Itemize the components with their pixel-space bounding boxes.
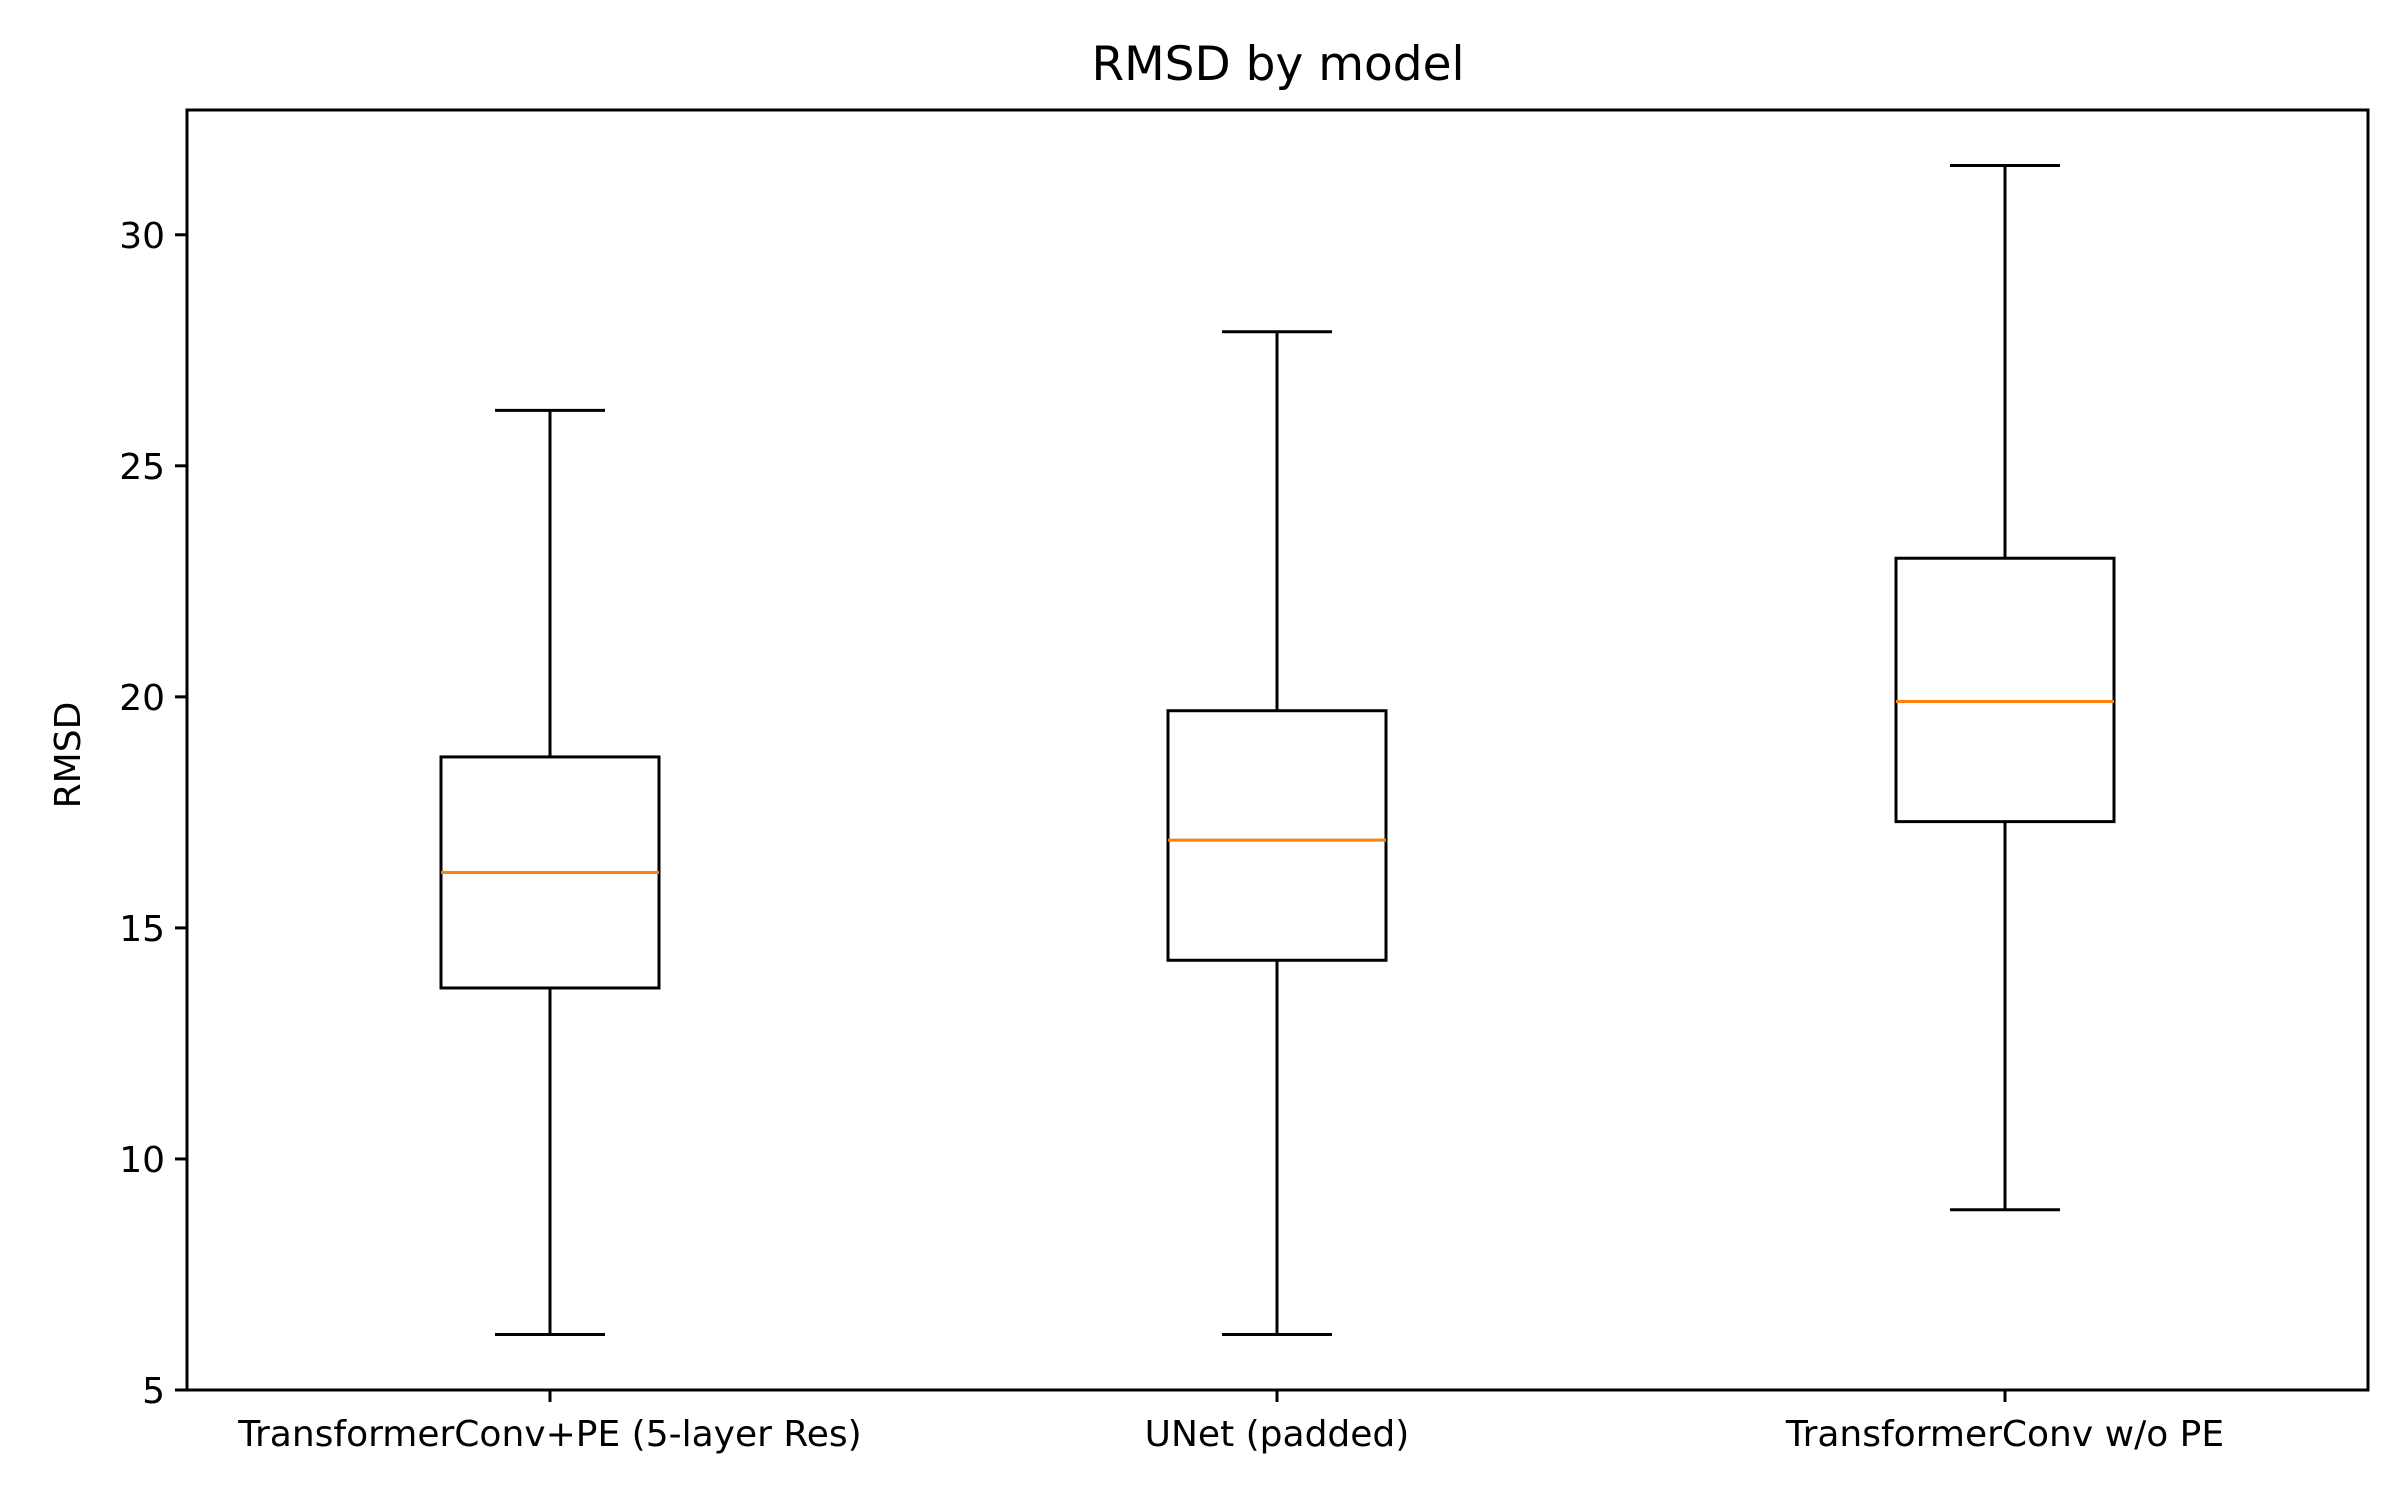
- box-plot-item: [1894, 163, 2116, 1212]
- iqr-box: [1894, 556, 2116, 824]
- y-tick-label: 25: [119, 447, 165, 488]
- iqr-box: [1166, 709, 1388, 962]
- y-tick-label: 5: [142, 1371, 165, 1412]
- y-axis: 5 10 15 20 25 30: [119, 216, 187, 1412]
- y-tick-label: 15: [119, 909, 165, 950]
- box-plot-item: [439, 408, 661, 1337]
- x-tick-label: TransformerConv+PE (5-layer Res): [237, 1414, 861, 1455]
- y-tick-label: 20: [119, 678, 165, 719]
- y-tick-label: 10: [119, 1140, 165, 1181]
- chart-title: RMSD by model: [1091, 37, 1464, 92]
- y-tick-label: 30: [119, 216, 165, 257]
- x-axis: TransformerConv+PE (5-layer Res) UNet (pa…: [237, 1390, 2224, 1455]
- x-tick-label: UNet (padded): [1145, 1414, 1410, 1455]
- y-axis-label: RMSD: [48, 702, 89, 809]
- box-plot-item: [1166, 330, 1388, 1337]
- x-tick-label: TransformerConv w/o PE: [1785, 1414, 2224, 1455]
- boxes-layer: [439, 163, 2116, 1337]
